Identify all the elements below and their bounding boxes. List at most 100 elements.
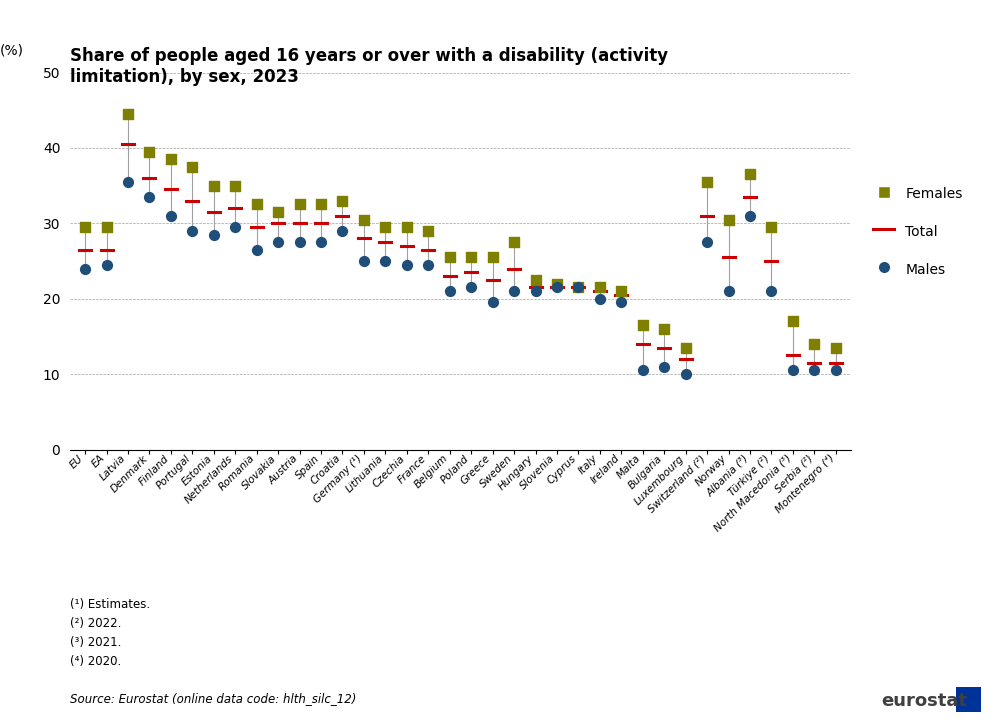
Point [98,259,114,270]
Point [699,176,715,188]
Text: Netherlands: Netherlands [183,453,235,505]
Point [141,191,157,203]
Point [248,199,264,210]
Point [206,229,222,241]
Point [184,225,200,236]
Text: Cyprus: Cyprus [546,453,579,486]
Point [420,225,436,236]
Point [699,236,715,248]
Point [785,315,801,327]
Text: Estonia: Estonia [179,453,214,487]
Text: Finland: Finland [137,453,171,487]
Point [398,221,414,233]
Point [77,221,93,233]
Legend: Females, Total, Males: Females, Total, Males [874,185,963,278]
Point [141,146,157,157]
Point [441,252,457,263]
Text: Croatia: Croatia [309,453,342,486]
Text: EA: EA [90,453,106,470]
Text: Switzerland (²): Switzerland (²) [647,453,707,514]
Text: Germany (¹): Germany (¹) [312,453,364,505]
Point [248,244,264,255]
Point [334,195,350,207]
Point [398,259,414,270]
Point [828,342,844,354]
Text: Spain: Spain [293,453,321,481]
Text: Albania (³): Albania (³) [705,453,750,499]
Text: EU: EU [68,453,85,471]
Text: Bulgaria: Bulgaria [627,453,665,491]
Text: (¹) Estimates.
(²) 2022.
(³) 2021.
(⁴) 2020.: (¹) Estimates. (²) 2022. (³) 2021. (⁴) 2… [70,598,150,668]
Point [291,236,307,248]
Point [635,319,651,331]
Text: Denmark: Denmark [108,453,149,494]
Point [377,221,393,233]
Text: Hungary: Hungary [497,453,536,492]
Text: Latvia: Latvia [98,453,128,483]
Point [356,255,372,267]
Point [828,365,844,376]
Text: Poland: Poland [439,453,471,485]
Point [678,342,694,354]
Point [721,286,737,297]
Point [742,168,758,180]
Text: Slovenia: Slovenia [519,453,557,492]
Point [657,323,673,335]
Text: Source: Eurostat (online data code: hlth_silc_12): Source: Eurostat (online data code: hlth… [70,692,356,705]
Text: Share of people aged 16 years or over with a disability (activity
limitation), b: Share of people aged 16 years or over wi… [70,47,669,86]
Point [484,297,500,308]
Text: Romania: Romania [217,453,256,493]
Point [313,236,329,248]
Text: Ireland: Ireland [589,453,622,486]
Point [441,286,457,297]
Point [270,236,286,248]
Point [807,365,823,376]
Text: North Macedonia (³): North Macedonia (³) [713,453,793,534]
Point [507,286,523,297]
Point [206,180,222,191]
Point [571,281,587,293]
Point [163,210,179,222]
Point [528,274,544,286]
Point [592,281,608,293]
Text: Norway: Norway [694,453,729,488]
Point [356,214,372,225]
Text: Austria: Austria [266,453,299,486]
Text: Czechia: Czechia [371,453,406,489]
Text: Greece: Greece [459,453,492,486]
Text: Lithuania: Lithuania [344,453,385,494]
Point [721,214,737,225]
Point [484,252,500,263]
Text: Malta: Malta [616,453,643,481]
Point [377,255,393,267]
Point [291,199,307,210]
Text: eurostat: eurostat [881,692,967,710]
Point [764,221,780,233]
Text: Luxembourg: Luxembourg [633,453,686,507]
Point [77,262,93,274]
Point [764,286,780,297]
Text: Slovakia: Slovakia [240,453,278,491]
Point [807,338,823,349]
Point [549,278,565,289]
Point [614,297,630,308]
Point [420,259,436,270]
Point [313,199,329,210]
Point [507,236,523,248]
Text: Türkiye (²): Türkiye (²) [727,453,772,497]
Point [785,365,801,376]
Point [98,221,114,233]
Point [549,281,565,293]
Text: Montenegro (⁴): Montenegro (⁴) [774,453,836,515]
Point [635,365,651,376]
Point [678,368,694,380]
Point [120,176,136,188]
Point [227,221,243,233]
Point [463,281,479,293]
Text: Italy: Italy [577,453,600,476]
Point [528,286,544,297]
Point [184,161,200,173]
Point [571,281,587,293]
Point [463,252,479,263]
Point [227,180,243,191]
